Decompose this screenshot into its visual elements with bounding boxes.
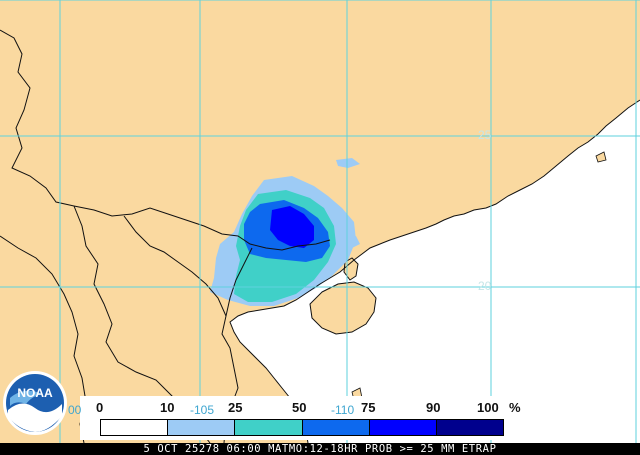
island-1 (595, 151, 607, 163)
product-caption: 5 OCT 25278 06:00 MATMO:12-18HR PROB >= … (0, 443, 640, 455)
legend-tick-50: 50 (292, 400, 307, 415)
legend-swatch-50-75 (302, 420, 370, 435)
lake-2 (346, 236, 360, 248)
border-internal-1 (123, 215, 227, 317)
lon-label-110: -110 (331, 403, 355, 417)
noaa-logo-icon: NOAA (3, 371, 67, 435)
legend-tick-90: 90 (426, 400, 441, 415)
legend-tick-100: 100 (477, 400, 499, 415)
probability-shading (210, 158, 360, 306)
legend-swatch-10-25 (168, 420, 236, 435)
legend-tick-25: 25 (228, 400, 243, 415)
legend-tick-75: 75 (361, 400, 376, 415)
prob-75-90 (270, 206, 314, 248)
legend-unit: % (509, 400, 521, 415)
hainan-island (309, 281, 377, 335)
legend-tick-10: 10 (160, 400, 175, 415)
lat-lon-grid (0, 0, 640, 443)
map-canvas (0, 0, 640, 443)
legend-swatch-0-10 (101, 420, 169, 435)
legend-swatch-90-100 (436, 420, 504, 435)
lat-label-20: 20 (478, 279, 492, 293)
lon-label-00: 00 (68, 403, 82, 417)
border-china-myanmar (0, 29, 331, 251)
legend-swatch-25-50 (235, 420, 303, 435)
legend-tick-0: 0 (96, 400, 104, 415)
legend-color-bar (100, 419, 504, 436)
legend-swatch-75-90 (369, 420, 437, 435)
coastline (229, 99, 640, 443)
lat-label-25: 25 (478, 128, 492, 142)
lon-label-105: -105 (190, 403, 215, 417)
lake-1 (336, 158, 360, 168)
sea-area (230, 100, 640, 443)
noaa-logo-text: NOAA (17, 386, 53, 400)
